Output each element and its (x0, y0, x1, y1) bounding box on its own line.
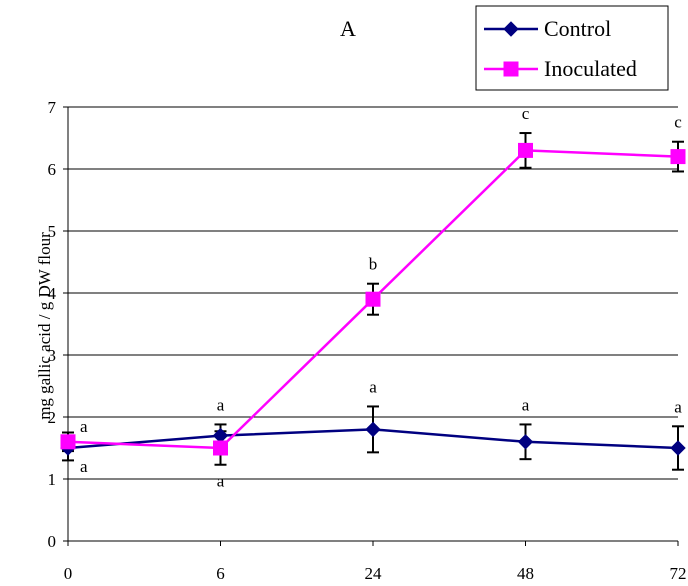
axes: 0 1 2 3 4 5 6 7 0 6 24 48 72 (48, 98, 687, 583)
significance-letter: a (674, 397, 682, 416)
y-tick-label: 4 (48, 284, 57, 303)
data-point (365, 421, 381, 438)
significance-letter: a (80, 457, 88, 476)
series-1 (60, 421, 686, 456)
legend-item-1: Control (484, 16, 611, 41)
data-point (518, 142, 533, 158)
significance-letter: c (674, 113, 682, 132)
significance-labels: a a a a a a a b c c (80, 104, 682, 491)
y-tick-label: 6 (48, 160, 57, 179)
significance-letter: c (522, 104, 530, 123)
data-point (365, 291, 381, 307)
data-point (60, 434, 76, 450)
significance-letter: a (80, 417, 88, 436)
y-tick-label: 7 (48, 98, 57, 117)
significance-letter: a (522, 395, 530, 414)
y-tick-label: 5 (48, 222, 57, 241)
significance-letter: a (217, 395, 225, 414)
significance-letter: a (369, 377, 377, 396)
legend-label: Control (544, 16, 611, 41)
y-tick-label: 3 (48, 346, 57, 365)
significance-letter: b (369, 255, 378, 274)
data-point (670, 440, 686, 456)
y-tick-label: 2 (48, 408, 57, 427)
x-tick-label: 48 (517, 564, 534, 583)
x-tick-label: 6 (216, 564, 225, 583)
data-point (213, 440, 228, 456)
legend-marker (503, 21, 519, 37)
legend-label: Inoculated (544, 56, 637, 81)
grid-lines (68, 106, 678, 480)
data-point (670, 149, 686, 165)
plot-area: a a a a a a a b c c (60, 104, 686, 491)
x-tick-label: 24 (365, 564, 383, 583)
legend: Control Inoculated (475, 5, 669, 91)
chart-title: A (340, 16, 356, 41)
legend-marker (503, 61, 519, 77)
x-tick-label: 72 (670, 564, 687, 583)
x-tick-label: 0 (64, 564, 73, 583)
y-tick-label: 0 (48, 532, 57, 551)
y-tick-label: 1 (48, 470, 57, 489)
legend-item-2: Inoculated (484, 56, 637, 81)
significance-letter: a (217, 472, 225, 491)
series-2 (60, 142, 686, 456)
data-point (517, 434, 534, 450)
y-axis-label: mg gallic acid / g DW flour (35, 232, 54, 420)
error-bars-1 (62, 405, 684, 471)
